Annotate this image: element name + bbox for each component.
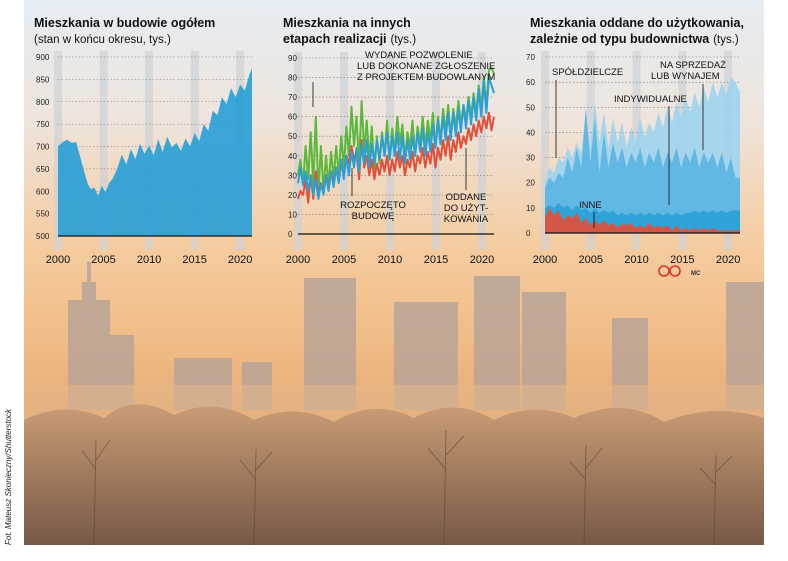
chart2-ytick-label: 30 <box>288 171 297 180</box>
chart1-ytick-label: 500 <box>36 232 50 241</box>
chart3-xtick-label: 2005 <box>579 254 603 266</box>
chart2-plot: 0 10 20 30 40 50 60 70 80 90 2000 2005 2010 2015 2020 W… <box>286 50 496 266</box>
chart1-title: Mieszkania w budowie ogółem <box>34 16 215 30</box>
chart3-title-line2-group: zależnie od typu budownictwa (tys.) <box>530 32 739 46</box>
chart-by-construction-type: Mieszkania oddane do użytkowania, zależn… <box>526 16 744 266</box>
chart2-xtick-label: 2020 <box>470 254 494 266</box>
logo-text: MC <box>691 271 701 277</box>
chart2-annotation-label: KOWANIA <box>444 214 489 225</box>
chart2-title-line1: Mieszkania na innych <box>283 16 411 30</box>
chart2-title-line2-group: etapach realizacji (tys.) <box>283 32 416 46</box>
chart3-ytick-label: 40 <box>526 128 535 137</box>
chart2-series-completed <box>297 76 495 200</box>
chart3-annotation-label: INNE <box>579 200 602 211</box>
chart3-ytick-label: 60 <box>526 78 535 87</box>
chart3-annotation-label: INDYWIDUALNE <box>614 94 687 105</box>
chart2-year-band <box>294 52 302 250</box>
chart2-xtick-label: 2005 <box>332 254 356 266</box>
chart2-annotation-label: Z PROJEKTEM BUDOWLANYM <box>357 72 495 83</box>
chart1-xtick-label: 2015 <box>182 254 206 266</box>
chart3-plot: 0 10 20 30 40 50 60 70 2000 2005 2010 2015 2020 SPÓŁD… <box>526 51 740 266</box>
chart1-plot: 500 550 600 650 700 750 800 850 900 2000 2005 2010 2… <box>36 51 252 266</box>
chart3-title-line2: zależnie od typu budownictwa <box>530 32 710 46</box>
photo-credit: Fot. Mateusz Skonieczny/Shutterstock <box>4 408 13 545</box>
chart2-ytick-label: 10 <box>288 210 297 219</box>
chart1-area-series <box>58 68 252 236</box>
chart3-ytick-label: 10 <box>526 204 535 213</box>
chart3-ytick-label: 0 <box>526 229 531 238</box>
chart3-ytick-label: 70 <box>526 53 535 62</box>
chart2-ytick-label: 90 <box>288 54 297 63</box>
chart2-annotation-label: LUB DOKONANE ZGŁOSZENIE <box>357 61 495 72</box>
chart2-xtick-label: 2000 <box>286 254 310 266</box>
chart2-xtick-label: 2015 <box>424 254 448 266</box>
chart1-xtick-label: 2020 <box>228 254 252 266</box>
chart2-annotation-label: ODDANE <box>446 192 487 203</box>
chart2-year-band <box>432 52 441 250</box>
chart3-xtick-label: 2015 <box>670 254 694 266</box>
chart3-ytick-label: 20 <box>526 179 535 188</box>
chart1-ytick-label: 900 <box>36 53 50 62</box>
chart1-ytick-label: 850 <box>36 75 50 84</box>
chart2-annotation-label: BUDOWĘ <box>352 211 395 222</box>
logo-circle-left <box>658 265 670 277</box>
chart1-ytick-label: 700 <box>36 143 50 152</box>
chart1-xtick-label: 2005 <box>91 254 115 266</box>
chart3-annotation-label: LUB WYNAJEM <box>651 71 720 82</box>
chart3-annotation-label: SPÓŁDZIELCZE <box>552 67 623 78</box>
logo-circle-right <box>669 265 681 277</box>
chart3-ytick-label: 50 <box>526 103 535 112</box>
chart2-year-band <box>478 52 487 250</box>
chart2-annotation-label: ROZPOCZĘTO <box>340 200 406 211</box>
chart3-xtick-label: 2020 <box>716 254 740 266</box>
chart3-title-line1: Mieszkania oddane do użytkowania, <box>530 16 744 30</box>
chart1-ytick-label: 650 <box>36 165 50 174</box>
chart-total-under-construction: Mieszkania w budowie ogółem (stan w końc… <box>34 16 252 266</box>
chart2-ytick-label: 70 <box>288 93 297 102</box>
chart3-xtick-label: 2000 <box>533 254 557 266</box>
chart1-ytick-label: 800 <box>36 98 50 107</box>
chart2-title-line2: etapach realizacji <box>283 32 387 46</box>
publisher-logo: MC <box>658 265 701 277</box>
chart1-xtick-label: 2000 <box>46 254 70 266</box>
chart3-year-band <box>541 51 549 250</box>
chart3-xtick-label: 2010 <box>624 254 648 266</box>
chart2-ytick-label: 40 <box>288 152 297 161</box>
chart2-ytick-label: 50 <box>288 132 297 141</box>
chart2-series-permits <box>297 66 495 196</box>
chart3-title-unit: (tys.) <box>713 34 739 46</box>
chart1-ytick-label: 600 <box>36 187 50 196</box>
chart2-xtick-label: 2010 <box>378 254 402 266</box>
chart1-subtitle: (stan w końcu okresu, tys.) <box>34 34 171 46</box>
chart1-ytick-label: 550 <box>36 210 50 219</box>
chart2-annotation-label: DO UŻYT- <box>444 203 488 214</box>
chart1-ytick-label: 750 <box>36 120 50 129</box>
chart2-title-unit: (tys.) <box>391 34 417 46</box>
chart2-ytick-label: 0 <box>288 230 293 239</box>
chart2-ytick-label: 20 <box>288 191 297 200</box>
chart1-year-band <box>99 51 108 250</box>
chart3-ytick-label: 30 <box>526 154 535 163</box>
chart-other-stages: Mieszkania na innych etapach realizacji (… <box>283 16 495 266</box>
chart2-annotation-label: WYDANE POZWOLENIE <box>365 50 473 61</box>
chart2-ytick-label: 60 <box>288 113 297 122</box>
chart1-xtick-label: 2010 <box>137 254 161 266</box>
chart3-annotation-label: NA SPRZEDAŻ <box>660 60 726 71</box>
chart2-ytick-label: 80 <box>288 74 297 83</box>
chart3-area-individual <box>545 107 740 233</box>
